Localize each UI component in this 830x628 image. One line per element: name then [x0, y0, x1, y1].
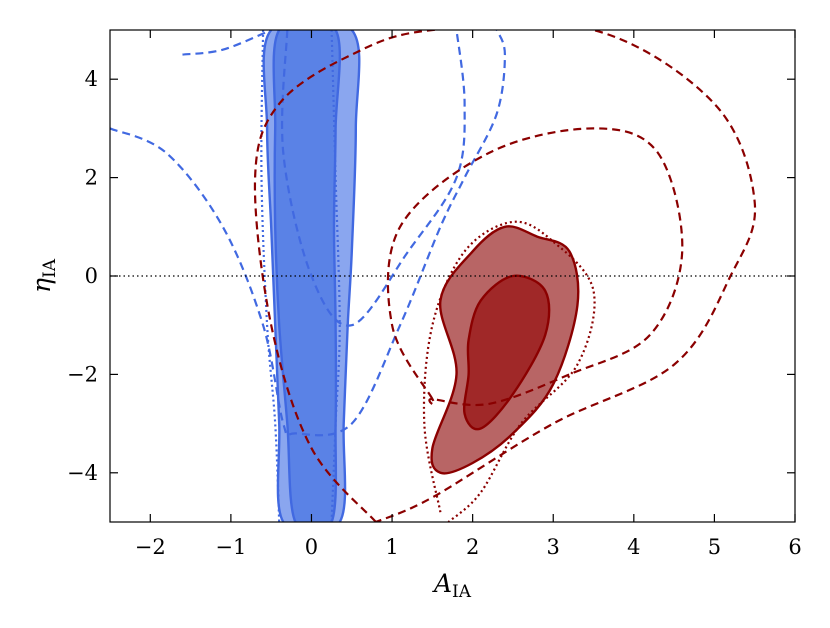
series-5-dashed-contours [253, 30, 757, 522]
contour-filled-inner-3-1 [462, 274, 551, 431]
contour-dashed-outer-2-0 [110, 30, 507, 437]
x-tick-label: 2 [466, 535, 479, 559]
y-tick-label: 2 [85, 166, 98, 190]
contour-dashed-inner-2-2 [280, 30, 466, 327]
contour-dashed-outer-5-0 [253, 30, 757, 522]
x-tick-label: 0 [305, 535, 318, 559]
y-tick-label: 0 [85, 264, 98, 288]
x-tick-label: 1 [385, 535, 398, 559]
series-4-dotted-contours [422, 220, 596, 522]
x-tick-label: 5 [708, 535, 721, 559]
contour-dashed-outer-2-1 [182, 30, 272, 56]
x-tick-label: −2 [135, 535, 166, 559]
x-tick-label: 6 [788, 535, 801, 559]
y-tick-label: −4 [67, 461, 98, 485]
tick-layer: −2 −1 0 1 2 3 4 5 6 −4 −2 0 2 4 [67, 30, 802, 559]
contour-dashed-inner-5-1 [386, 127, 684, 407]
series-1-dotted-contours [260, 30, 341, 522]
series-3-filled-contours [430, 225, 580, 475]
y-axis-title-subscript: IA [40, 258, 60, 278]
series-2-dashed-contours [110, 30, 507, 437]
contour-dotted-outer-1-0 [260, 30, 281, 522]
y-axis-title: ηIA [27, 258, 60, 293]
contour-dotted-outer-4-0 [422, 220, 596, 522]
y-tick-label: −2 [67, 362, 98, 386]
y-tick-label: 4 [85, 67, 98, 91]
x-tick-label: 3 [547, 535, 560, 559]
contour-filled-inner-0-1 [272, 30, 342, 522]
x-axis-title: AIA [432, 569, 472, 602]
contour-dotted-outer-1-1 [330, 30, 341, 522]
x-axis-title-subscript: IA [452, 582, 472, 602]
x-tick-label: 4 [627, 535, 640, 559]
y-axis-title-main: η [27, 278, 56, 293]
x-tick-label: −1 [215, 535, 246, 559]
x-axis-title-main: A [432, 569, 452, 598]
